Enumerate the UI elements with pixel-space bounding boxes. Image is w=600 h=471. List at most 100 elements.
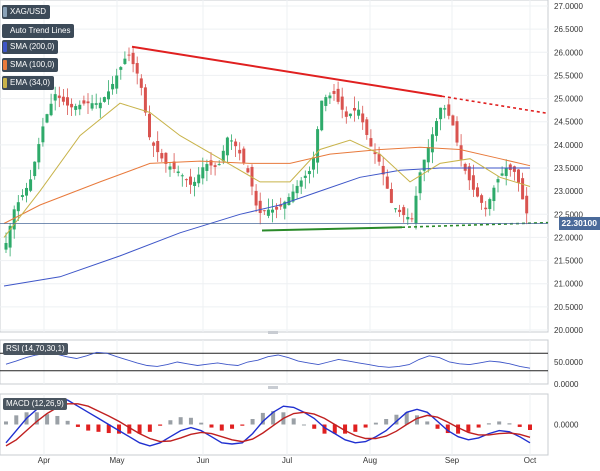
- price-tick-label: 26.0000: [554, 48, 583, 57]
- price-tick-label: 22.0000: [554, 233, 583, 242]
- candle-body: [180, 175, 184, 177]
- macd-histogram-bar: [209, 424, 214, 428]
- price-tick-label: 26.5000: [554, 25, 583, 34]
- candle-body: [131, 52, 135, 65]
- ema-34-line: [3, 102, 531, 238]
- candle-body: [16, 202, 20, 212]
- candle-body: [480, 195, 484, 203]
- macd-histogram-bar: [158, 424, 163, 426]
- candle-body: [324, 97, 328, 106]
- candle-body: [94, 103, 98, 105]
- x-tick-label: Oct: [524, 456, 537, 465]
- candle-body: [402, 207, 406, 216]
- candle-body: [45, 114, 49, 123]
- macd-histogram-bar: [414, 415, 419, 425]
- candle-body: [508, 164, 512, 170]
- macd-histogram-bar: [14, 415, 19, 425]
- indicator-swatch: [3, 60, 7, 70]
- candle-body: [82, 100, 86, 104]
- candle-body: [127, 54, 131, 56]
- price-tick-label: 21.0000: [554, 280, 583, 289]
- candle-body: [57, 95, 61, 98]
- macd-histogram-bar: [466, 424, 471, 432]
- indicator-badge-ema-34[interactable]: EMA (34,0): [2, 76, 55, 90]
- macd-histogram-bar: [178, 417, 183, 425]
- macd-histogram-bar: [404, 412, 409, 425]
- candle-body: [225, 137, 229, 156]
- candle-body: [430, 134, 434, 153]
- macd-histogram-bar: [45, 414, 50, 425]
- candle-body: [422, 159, 426, 171]
- indicator-swatch: [3, 42, 7, 52]
- price-tick-label: 25.5000: [554, 71, 583, 80]
- indicator-label: SMA (200,0): [10, 42, 55, 51]
- macd-histogram-bar: [291, 418, 296, 425]
- candle-body: [234, 141, 238, 147]
- macd-histogram-bar: [384, 419, 389, 425]
- indicator-label: EMA (34,0): [10, 78, 51, 87]
- candle-body: [217, 164, 221, 166]
- x-tick-label: Apr: [38, 456, 51, 465]
- macd-histogram-bar: [147, 424, 152, 432]
- macd-histogram-bar: [106, 424, 111, 434]
- macd-histogram-bar: [445, 424, 450, 434]
- candle-body: [340, 96, 344, 110]
- candle-body: [439, 107, 443, 120]
- macd-histogram-bar: [312, 424, 317, 429]
- candle-body: [406, 216, 410, 220]
- candle-body: [398, 209, 402, 213]
- indicator-label: SMA (100,0): [10, 60, 55, 69]
- macd-histogram-bar: [230, 424, 235, 429]
- x-tick-label: Jul: [282, 456, 292, 465]
- price-tick-label: 27.0000: [554, 2, 583, 11]
- candle-body: [496, 179, 500, 183]
- symbol-swatch: [3, 7, 7, 17]
- candle-body: [111, 83, 115, 90]
- candle-body: [8, 225, 12, 248]
- macd-histogram-bar: [456, 424, 461, 434]
- candle-body: [139, 78, 143, 88]
- candle-body: [299, 180, 303, 187]
- candle-body: [484, 207, 488, 210]
- candle-body: [74, 106, 78, 110]
- candle-body: [504, 168, 508, 176]
- macd-histogram-bar: [322, 424, 327, 434]
- candle-body: [291, 191, 295, 202]
- indicator-badge-auto-trend-lines[interactable]: Auto Trend Lines: [2, 24, 75, 38]
- candle-body: [287, 197, 291, 205]
- current-price-tag: 22.30100: [558, 217, 600, 230]
- symbol-label: XAG/USD: [10, 7, 47, 16]
- candle-body: [258, 200, 262, 214]
- macd-histogram-bar: [117, 424, 122, 434]
- macd-tick-label: 0.0000: [554, 421, 579, 430]
- macd-histogram-bar: [86, 424, 91, 431]
- rsi-label[interactable]: RSI (14,70,30,1): [3, 343, 68, 355]
- macd-histogram-bar: [476, 424, 481, 428]
- candle-body: [189, 176, 192, 185]
- panel-resize-handle: [268, 386, 278, 389]
- candle-body: [61, 96, 65, 102]
- candle-body: [266, 209, 270, 216]
- sma-200-line: [3, 167, 530, 287]
- rsi-line: [5, 351, 531, 369]
- candle-body: [201, 167, 205, 179]
- macd-histogram-bar: [240, 424, 245, 426]
- candle-body: [70, 103, 74, 108]
- candle-body: [98, 102, 102, 109]
- candle-body: [385, 176, 389, 189]
- macd-histogram-bar: [260, 412, 265, 425]
- candle-body: [459, 145, 463, 160]
- indicator-badge-sma-200[interactable]: SMA (200,0): [2, 40, 59, 54]
- candle-body: [451, 115, 455, 126]
- candle-body: [295, 185, 299, 194]
- macd-label[interactable]: MACD (12,26,9): [3, 398, 67, 410]
- indicator-badge-sma-100[interactable]: SMA (100,0): [2, 58, 59, 72]
- symbol-badge[interactable]: XAG/USD: [2, 5, 51, 19]
- resistance-trend-line: [131, 45, 443, 98]
- support-trend-line: [261, 226, 403, 232]
- price-tick-label: 24.0000: [554, 141, 583, 150]
- candle-body: [172, 161, 176, 169]
- candle-body: [361, 113, 365, 123]
- macd-histogram-bar: [517, 424, 522, 427]
